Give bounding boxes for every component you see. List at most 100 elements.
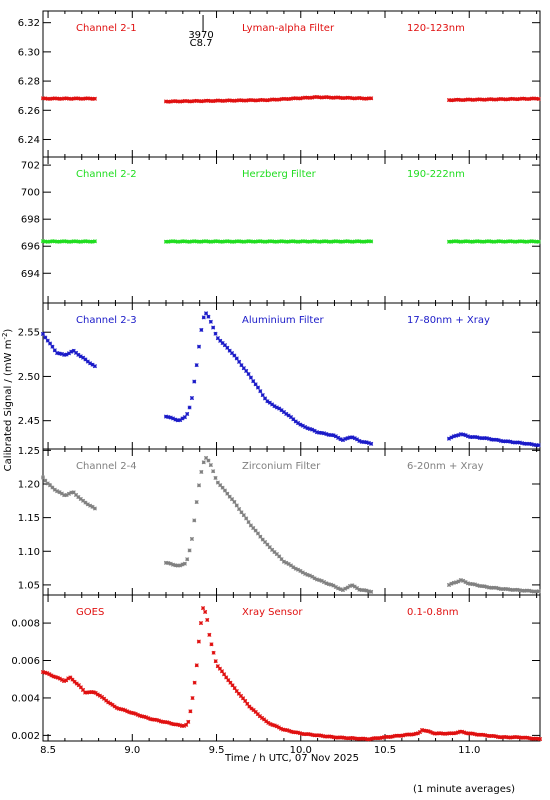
data-point-186 bbox=[432, 731, 437, 736]
data-point-148 bbox=[534, 589, 539, 594]
data-point-8 bbox=[59, 239, 64, 244]
data-point-128 bbox=[310, 732, 315, 738]
data-point-12 bbox=[66, 676, 71, 681]
data-point-90 bbox=[230, 683, 235, 688]
data-point-84 bbox=[307, 95, 312, 100]
data-point-70 bbox=[274, 97, 279, 102]
data-point-59 bbox=[165, 720, 170, 725]
data-point-10 bbox=[64, 492, 69, 498]
data-point-10 bbox=[64, 96, 69, 101]
data-point-113 bbox=[451, 98, 456, 103]
data-point-26 bbox=[171, 562, 176, 567]
data-point-178 bbox=[415, 731, 420, 736]
data-point-19 bbox=[85, 359, 90, 364]
data-point-75 bbox=[286, 239, 291, 244]
data-point-98 bbox=[340, 96, 345, 101]
panel-channel-label: Channel 2-2 bbox=[76, 169, 137, 180]
data-point-148 bbox=[352, 736, 357, 741]
data-point-74 bbox=[284, 239, 289, 244]
data-point-132 bbox=[318, 733, 324, 738]
panel-band-label: 190-222nm bbox=[407, 169, 465, 180]
data-point-110 bbox=[369, 96, 374, 101]
data-point-15 bbox=[76, 495, 81, 500]
data-point-33 bbox=[110, 702, 115, 707]
data-point-23 bbox=[163, 560, 169, 565]
footnote: (1 minute averages) bbox=[413, 784, 515, 795]
data-point-121 bbox=[470, 239, 475, 244]
data-point-139 bbox=[333, 735, 338, 740]
data-point-84 bbox=[307, 573, 312, 578]
data-point-53 bbox=[234, 239, 239, 244]
data-point-90 bbox=[321, 431, 327, 436]
data-point-83 bbox=[305, 572, 310, 577]
data-point-50 bbox=[227, 494, 232, 499]
data-point-20 bbox=[88, 239, 93, 244]
y-tick-label: 2.55 bbox=[18, 328, 40, 339]
data-point-55 bbox=[239, 98, 244, 103]
data-point-77 bbox=[203, 609, 208, 614]
data-point-130 bbox=[491, 437, 496, 442]
series-points bbox=[40, 94, 541, 104]
data-point-84 bbox=[217, 666, 222, 671]
data-point-118 bbox=[463, 433, 468, 438]
data-point-11 bbox=[64, 678, 69, 683]
panel-filter-label: Aluminium Filter bbox=[242, 315, 325, 326]
data-point-36 bbox=[194, 363, 199, 368]
data-point-46 bbox=[218, 338, 223, 343]
data-point-128 bbox=[487, 239, 492, 244]
data-point-127 bbox=[308, 732, 313, 737]
data-point-98 bbox=[247, 704, 252, 709]
data-point-60 bbox=[251, 98, 256, 103]
data-point-128 bbox=[487, 97, 492, 102]
data-point-205 bbox=[472, 732, 477, 737]
data-point-144 bbox=[344, 736, 349, 741]
data-point-144 bbox=[524, 588, 529, 593]
data-point-6 bbox=[55, 96, 60, 101]
data-point-141 bbox=[517, 96, 522, 101]
data-point-236 bbox=[537, 737, 543, 742]
data-point-83 bbox=[305, 95, 310, 100]
data-point-143 bbox=[522, 588, 527, 593]
data-point-14 bbox=[73, 492, 79, 497]
data-point-175 bbox=[409, 732, 414, 737]
data-point-4 bbox=[50, 239, 55, 244]
data-point-42 bbox=[208, 239, 213, 244]
data-point-29 bbox=[178, 563, 183, 568]
panel-filter-label: Lyman-alpha Filter bbox=[242, 23, 335, 34]
data-point-74 bbox=[196, 639, 201, 644]
data-point-204 bbox=[470, 731, 475, 736]
data-point-76 bbox=[288, 415, 294, 420]
data-point-86 bbox=[312, 428, 317, 433]
data-point-119 bbox=[465, 434, 470, 439]
data-point-87 bbox=[314, 94, 319, 99]
data-point-152 bbox=[361, 736, 366, 741]
data-point-59 bbox=[248, 97, 253, 103]
data-point-37 bbox=[196, 98, 202, 104]
data-point-38 bbox=[199, 99, 204, 104]
data-point-85 bbox=[219, 669, 225, 674]
data-point-86 bbox=[312, 95, 317, 100]
data-point-145 bbox=[527, 441, 532, 446]
data-point-2 bbox=[45, 671, 50, 676]
data-point-116 bbox=[458, 239, 463, 244]
data-point-73 bbox=[281, 559, 286, 564]
data-point-122 bbox=[472, 97, 478, 102]
data-point-86 bbox=[222, 672, 227, 677]
data-point-136 bbox=[505, 439, 511, 444]
panel-channel-label: Channel 2-3 bbox=[76, 315, 137, 326]
data-point-44 bbox=[213, 475, 218, 480]
data-point-59 bbox=[248, 239, 253, 244]
data-point-50 bbox=[227, 98, 232, 103]
data-point-79 bbox=[296, 96, 301, 101]
data-point-9 bbox=[62, 493, 67, 498]
data-point-126 bbox=[306, 732, 311, 737]
data-point-22 bbox=[87, 690, 92, 695]
data-point-5 bbox=[52, 96, 57, 101]
data-point-45 bbox=[135, 712, 140, 717]
data-point-123 bbox=[475, 97, 480, 102]
data-point-118 bbox=[463, 239, 468, 244]
data-point-35 bbox=[192, 239, 197, 244]
data-point-8 bbox=[59, 96, 64, 101]
data-point-123 bbox=[299, 731, 305, 736]
data-point-94 bbox=[331, 95, 336, 100]
